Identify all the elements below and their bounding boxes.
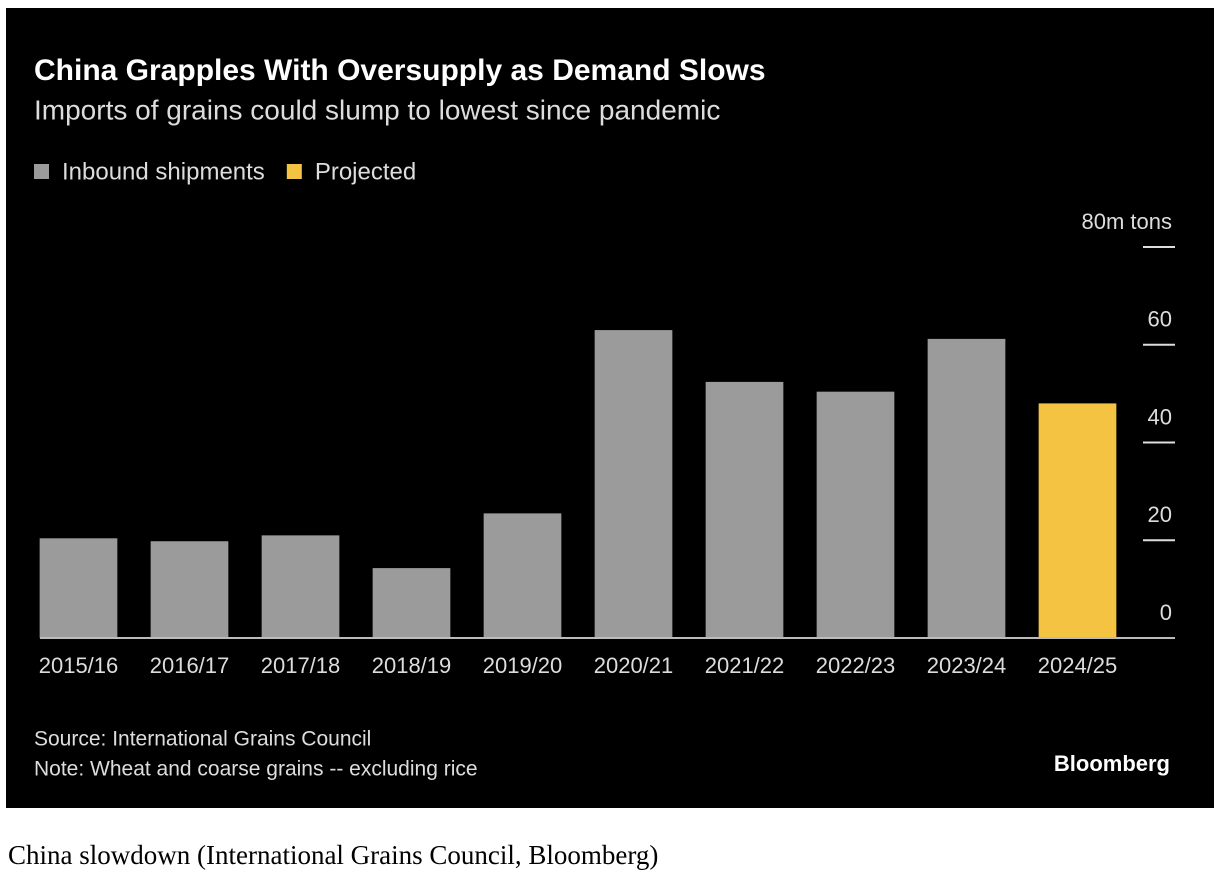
bar — [372, 568, 451, 638]
footnote: Note: Wheat and coarse grains -- excludi… — [34, 758, 478, 781]
brand: Bloomberg — [1054, 751, 1170, 776]
y-tick-label: 40 — [1148, 404, 1172, 429]
x-tick-label: 2019/20 — [483, 653, 563, 678]
x-tick-label: 2020/21 — [594, 653, 674, 678]
legend-swatch — [286, 164, 302, 179]
bar — [39, 538, 118, 638]
x-tick-label: 2018/19 — [372, 653, 452, 678]
legend-label: Projected — [315, 158, 416, 185]
x-tick-label: 2023/24 — [927, 653, 1007, 678]
bar — [150, 541, 229, 638]
legend-swatch — [34, 164, 49, 179]
x-tick-label: 2016/17 — [150, 653, 230, 678]
y-tick-label: 60 — [1148, 307, 1172, 332]
bar — [927, 338, 1006, 638]
bar — [483, 513, 562, 638]
bar — [594, 330, 673, 638]
bar — [261, 535, 340, 638]
y-tick-label: 20 — [1148, 502, 1172, 527]
chart-title: China Grapples With Oversupply as Demand… — [34, 54, 766, 87]
x-tick-label: 2021/22 — [705, 653, 785, 678]
y-tick-label: 80m tons — [1082, 209, 1173, 234]
x-tick-label: 2015/16 — [39, 653, 119, 678]
chart-subtitle: Imports of grains could slump to lowest … — [34, 94, 720, 125]
bar — [1038, 403, 1117, 638]
x-tick-label: 2022/23 — [816, 653, 896, 678]
x-tick-label: 2024/25 — [1038, 653, 1118, 678]
bar — [705, 381, 784, 638]
y-tick-label: 0 — [1160, 600, 1172, 625]
source-note: Source: International Grains Council — [34, 728, 371, 751]
bar — [816, 391, 895, 638]
x-tick-label: 2017/18 — [261, 653, 341, 678]
legend-label: Inbound shipments — [62, 158, 265, 185]
caption: China slowdown (International Grains Cou… — [8, 840, 658, 870]
